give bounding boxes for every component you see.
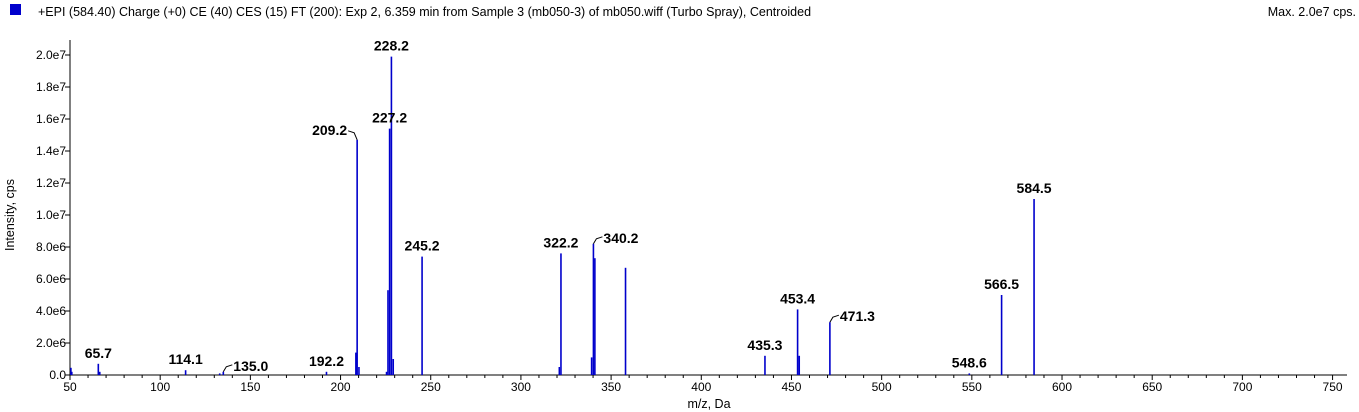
peak-label: 435.3 [747,337,782,353]
peak-label: 192.2 [309,353,344,369]
y-tick-label: 1.0e7 [36,208,66,222]
x-tick-label: 600 [1052,380,1072,394]
peak-label: 135.0 [233,358,268,374]
peak-label: 548.6 [952,354,987,370]
x-tick-label: 250 [421,380,441,394]
y-tick-label: 1.2e7 [36,176,66,190]
y-tick-label: 0.0 [49,368,66,382]
peak-label: 65.7 [85,345,112,361]
y-axis-ticks: 0.0 2.0e6 4.0e6 6.0e6 8.0e6 1.0e7 1.2e7 1.4e7 1.… [36,48,70,382]
x-tick-label: 750 [1323,380,1343,394]
legend-swatch [10,4,21,15]
x-tick-label: 400 [691,380,711,394]
peak-label: 228.2 [374,38,409,54]
peak-label: 566.5 [984,276,1019,292]
peak-label: 114.1 [168,351,202,367]
y-tick-label: 2.0e7 [36,48,66,62]
peak-label: 453.4 [780,290,815,306]
peak-label: 245.2 [405,238,440,254]
y-tick-label: 2.0e6 [36,336,66,350]
x-tick-label: 200 [331,380,351,394]
x-axis-ticks: 50 100 150 200 250 300 350 400 450 500 550 600 650 70… [63,375,1343,394]
peak-label-leader [222,364,233,373]
x-tick-label: 150 [240,380,260,394]
y-tick-label: 8.0e6 [36,240,66,254]
x-tick-label: 450 [781,380,801,394]
x-tick-label: 650 [1142,380,1162,394]
peak-label-leader [592,236,603,245]
peak-label: 227.2 [372,110,407,126]
peak-label: 340.2 [603,230,638,246]
x-tick-label: 500 [872,380,892,394]
x-tick-label: 100 [150,380,170,394]
y-axis-title: Intensity, cps [3,179,17,251]
peak-label-leader [829,314,840,323]
x-tick-label: 700 [1232,380,1252,394]
x-tick-label: 550 [962,380,982,394]
y-tick-label: 6.0e6 [36,272,66,286]
spectrum-peaks [70,56,1035,375]
y-tick-label: 4.0e6 [36,304,66,318]
y-tick-label: 1.4e7 [36,144,66,158]
peak-label: 584.5 [1017,180,1052,196]
peak-label: 209.2 [312,122,347,138]
y-tick-label: 1.6e7 [36,112,66,126]
peak-label: 322.2 [543,234,578,250]
x-tick-label: 50 [63,380,77,394]
max-intensity-label: Max. 2.0e7 cps. [1268,5,1356,19]
peak-label-leader [347,130,358,140]
peak-label: 471.3 [840,308,875,324]
x-tick-label: 350 [601,380,621,394]
y-tick-label: 1.8e7 [36,80,66,94]
x-axis-title: m/z, Da [687,397,730,411]
x-tick-label: 300 [511,380,531,394]
spectrum-header-title: +EPI (584.40) Charge (+0) CE (40) CES (1… [38,5,811,19]
peak-labels: 65.7 114.1 135.0 192.2 209.2 227.2 228.2 245.2 3… [85,38,1052,374]
